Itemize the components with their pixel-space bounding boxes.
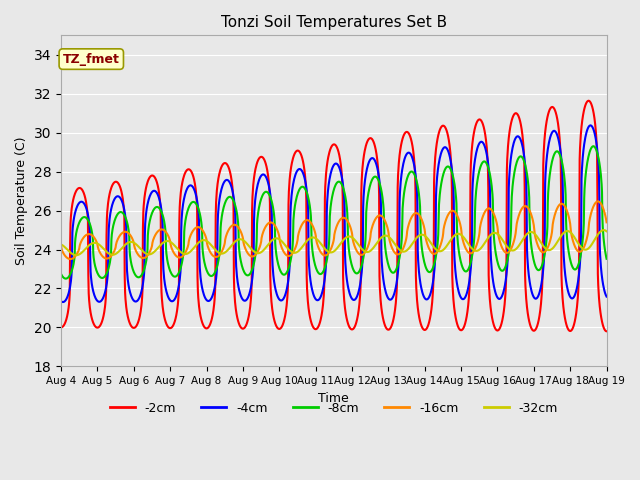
-16cm xyxy=(419,219,426,225)
-32cm xyxy=(72,252,80,258)
-2cm xyxy=(538,291,545,297)
-32cm xyxy=(603,228,611,234)
-4cm xyxy=(57,298,65,304)
-32cm xyxy=(600,227,607,233)
-8cm xyxy=(57,271,65,277)
Line: -32cm: -32cm xyxy=(61,230,607,255)
-4cm xyxy=(538,276,546,282)
-4cm xyxy=(179,204,187,210)
-4cm xyxy=(166,297,173,302)
-16cm xyxy=(166,236,173,241)
Y-axis label: Soil Temperature (C): Soil Temperature (C) xyxy=(15,137,28,265)
-8cm xyxy=(179,255,187,261)
-2cm xyxy=(179,180,186,185)
-8cm xyxy=(166,266,173,272)
-32cm xyxy=(166,239,173,244)
-4cm xyxy=(490,284,498,289)
Line: -8cm: -8cm xyxy=(61,146,607,278)
Line: -2cm: -2cm xyxy=(61,101,607,331)
-4cm xyxy=(587,122,595,128)
-16cm xyxy=(57,243,65,249)
Title: Tonzi Soil Temperatures Set B: Tonzi Soil Temperatures Set B xyxy=(221,15,447,30)
-4cm xyxy=(603,294,611,300)
-32cm xyxy=(57,241,65,247)
-8cm xyxy=(419,251,426,257)
-8cm xyxy=(240,268,248,274)
-32cm xyxy=(538,241,546,247)
-4cm xyxy=(240,298,248,303)
-16cm xyxy=(240,241,248,247)
-16cm xyxy=(67,256,74,262)
-32cm xyxy=(419,232,426,238)
-8cm xyxy=(603,256,611,262)
-32cm xyxy=(179,251,187,256)
Line: -4cm: -4cm xyxy=(61,125,607,302)
Text: TZ_fmet: TZ_fmet xyxy=(63,53,120,66)
-32cm xyxy=(240,238,248,243)
-16cm xyxy=(179,253,187,259)
Legend: -2cm, -4cm, -8cm, -16cm, -32cm: -2cm, -4cm, -8cm, -16cm, -32cm xyxy=(104,396,563,420)
-4cm xyxy=(59,299,67,305)
-8cm xyxy=(490,235,498,241)
-2cm xyxy=(490,321,497,327)
-8cm xyxy=(589,144,597,149)
-8cm xyxy=(538,262,546,268)
-2cm xyxy=(419,325,426,331)
-2cm xyxy=(165,325,173,331)
-2cm xyxy=(603,328,611,334)
-2cm xyxy=(239,326,247,332)
-32cm xyxy=(490,230,498,236)
Line: -16cm: -16cm xyxy=(61,202,607,259)
-2cm xyxy=(585,98,593,104)
-16cm xyxy=(603,219,611,225)
-16cm xyxy=(490,211,498,217)
X-axis label: Time: Time xyxy=(319,392,349,405)
-16cm xyxy=(538,249,546,255)
-8cm xyxy=(62,276,70,281)
-16cm xyxy=(594,199,602,204)
-4cm xyxy=(419,291,426,297)
-2cm xyxy=(57,324,65,330)
